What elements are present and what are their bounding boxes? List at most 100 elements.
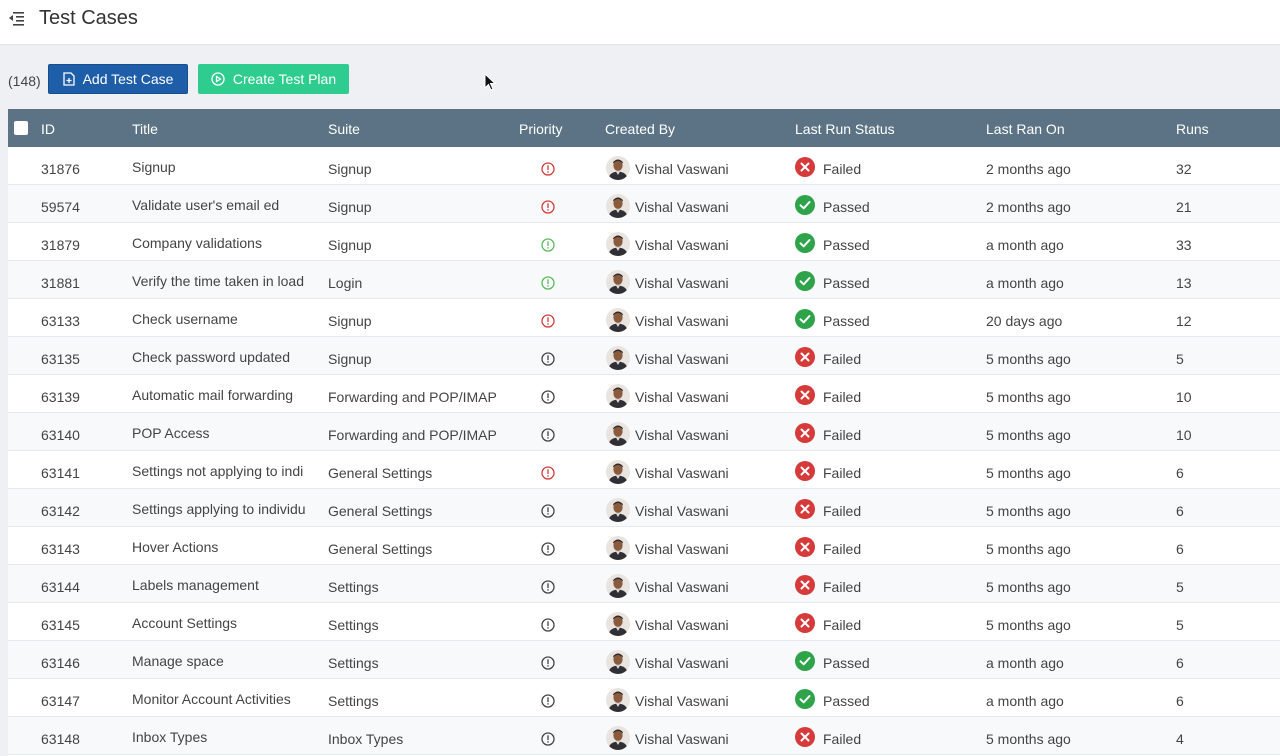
column-header-title[interactable]: Title	[132, 121, 158, 137]
priority-normal-icon	[541, 580, 555, 597]
test-case-title[interactable]: POP Access	[132, 425, 210, 441]
test-case-id[interactable]: 31876	[41, 161, 80, 177]
priority-high-icon	[541, 162, 555, 179]
column-header-created-by[interactable]: Created By	[605, 121, 676, 137]
last-ran-on: a month ago	[986, 693, 1064, 709]
menu-toggle-icon[interactable]	[8, 10, 26, 26]
created-by-name: Vishal Vaswani	[635, 351, 729, 367]
test-case-title[interactable]: Automatic mail forwarding	[132, 387, 294, 403]
run-count: 10	[1176, 389, 1192, 405]
table-row[interactable]: 63141 Settings not applying to indi Genera…	[8, 451, 1280, 489]
column-header-last-ran-on[interactable]: Last Ran On	[986, 121, 1065, 137]
avatar	[606, 574, 630, 598]
table-row[interactable]: 63147 Monitor Account Activities Settings V…	[8, 679, 1280, 717]
test-case-suite: Login	[328, 275, 363, 291]
created-by-name: Vishal Vaswani	[635, 161, 729, 177]
test-case-id[interactable]: 63148	[41, 731, 80, 747]
add-test-case-button[interactable]: Add Test Case	[48, 64, 188, 94]
table-row[interactable]: 63139 Automatic mail forwarding Forwarding…	[8, 375, 1280, 413]
passed-check-icon	[795, 271, 815, 291]
test-case-id[interactable]: 31881	[41, 275, 80, 291]
column-header-runs[interactable]: Runs	[1176, 121, 1209, 137]
avatar	[606, 460, 630, 484]
table-row[interactable]: 31879 Company validations Signup Vishal Vas…	[8, 223, 1280, 261]
test-case-id[interactable]: 63146	[41, 655, 80, 671]
table-row[interactable]: 31876 Signup Signup Vishal Vaswani Failed 2 m…	[8, 147, 1280, 185]
last-ran-on: 5 months ago	[986, 617, 1071, 633]
test-case-title[interactable]: Company validations	[132, 235, 262, 251]
last-ran-on: 5 months ago	[986, 389, 1071, 405]
test-case-title[interactable]: Labels management	[132, 577, 259, 593]
avatar	[606, 688, 630, 712]
last-run-status: Failed	[823, 351, 862, 367]
column-header-last-run-status[interactable]: Last Run Status	[795, 121, 895, 137]
avatar	[606, 612, 630, 636]
created-by-name: Vishal Vaswani	[635, 465, 729, 481]
test-case-id[interactable]: 31879	[41, 237, 80, 253]
test-case-id[interactable]: 59574	[41, 199, 80, 215]
failed-x-icon	[795, 499, 815, 519]
test-case-title[interactable]: Inbox Types	[132, 729, 208, 745]
failed-x-icon	[795, 157, 815, 177]
test-case-title[interactable]: Settings applying to individu	[132, 501, 306, 517]
table-row[interactable]: 59574 Validate user's email ed Signup Visha…	[8, 185, 1280, 223]
run-count: 12	[1176, 313, 1192, 329]
avatar	[606, 384, 630, 408]
last-ran-on: a month ago	[986, 237, 1064, 253]
priority-high-icon	[541, 466, 555, 483]
column-header-suite[interactable]: Suite	[328, 121, 360, 137]
test-case-title[interactable]: Account Settings	[132, 615, 238, 631]
test-case-id[interactable]: 63142	[41, 503, 80, 519]
test-case-title[interactable]: Monitor Account Activities	[132, 691, 291, 707]
select-all-checkbox[interactable]	[14, 121, 28, 135]
table-row[interactable]: 63144 Labels management Settings Vishal Vas…	[8, 565, 1280, 603]
create-test-plan-label: Create Test Plan	[232, 71, 337, 87]
test-case-suite: Signup	[328, 351, 372, 367]
test-case-suite: Signup	[328, 199, 372, 215]
column-header-priority[interactable]: Priority	[519, 121, 563, 137]
test-case-suite: Signup	[328, 237, 372, 253]
last-run-status: Passed	[823, 275, 870, 291]
test-case-id[interactable]: 63145	[41, 617, 80, 633]
last-run-status: Passed	[823, 237, 870, 253]
mouse-cursor-icon	[484, 72, 497, 96]
test-case-title[interactable]: Manage space	[132, 653, 224, 669]
priority-normal-icon	[541, 656, 555, 673]
test-case-title[interactable]: Check username	[132, 311, 238, 327]
test-case-id[interactable]: 63140	[41, 427, 80, 443]
create-test-plan-button[interactable]: Create Test Plan	[198, 64, 349, 94]
column-header-id[interactable]: ID	[41, 121, 55, 137]
created-by-name: Vishal Vaswani	[635, 693, 729, 709]
table-row[interactable]: 31881 Verify the time taken in load Login V…	[8, 261, 1280, 299]
test-case-id[interactable]: 63147	[41, 693, 80, 709]
last-run-status: Failed	[823, 731, 862, 747]
test-case-title[interactable]: Signup	[132, 159, 176, 175]
table-row[interactable]: 63143 Hover Actions General Settings Vishal…	[8, 527, 1280, 565]
test-case-title[interactable]: Validate user's email ed	[132, 197, 280, 213]
table-row[interactable]: 63133 Check username Signup Vishal Vaswani P…	[8, 299, 1280, 337]
test-case-suite: Settings	[328, 693, 379, 709]
priority-normal-icon	[541, 390, 555, 407]
test-case-id[interactable]: 63143	[41, 541, 80, 557]
table-row[interactable]: 63148 Inbox Types Inbox Types Vishal Vaswan…	[8, 717, 1280, 755]
table-row[interactable]: 63145 Account Settings Settings Vishal Vasw…	[8, 603, 1280, 641]
test-case-title[interactable]: Verify the time taken in load	[132, 273, 304, 289]
test-case-id[interactable]: 63144	[41, 579, 80, 595]
page-title: Test Cases	[39, 7, 138, 29]
test-case-title[interactable]: Check password updated	[132, 349, 290, 365]
test-case-title[interactable]: Hover Actions	[132, 539, 219, 555]
created-by-name: Vishal Vaswani	[635, 731, 729, 747]
table-row[interactable]: 63140 POP Access Forwarding and POP/IMAP Vi…	[8, 413, 1280, 451]
run-count: 32	[1176, 161, 1192, 177]
table-row[interactable]: 63142 Settings applying to individu Genera…	[8, 489, 1280, 527]
table-row[interactable]: 63146 Manage space Settings Vishal Vaswani P…	[8, 641, 1280, 679]
last-ran-on: 2 months ago	[986, 199, 1071, 215]
test-case-title[interactable]: Settings not applying to indi	[132, 463, 304, 479]
test-case-id[interactable]: 63139	[41, 389, 80, 405]
last-ran-on: 2 months ago	[986, 161, 1071, 177]
run-count: 6	[1176, 693, 1184, 709]
test-case-id[interactable]: 63135	[41, 351, 80, 367]
table-row[interactable]: 63135 Check password updated Signup Vishal …	[8, 337, 1280, 375]
test-case-id[interactable]: 63141	[41, 465, 80, 481]
test-case-id[interactable]: 63133	[41, 313, 80, 329]
